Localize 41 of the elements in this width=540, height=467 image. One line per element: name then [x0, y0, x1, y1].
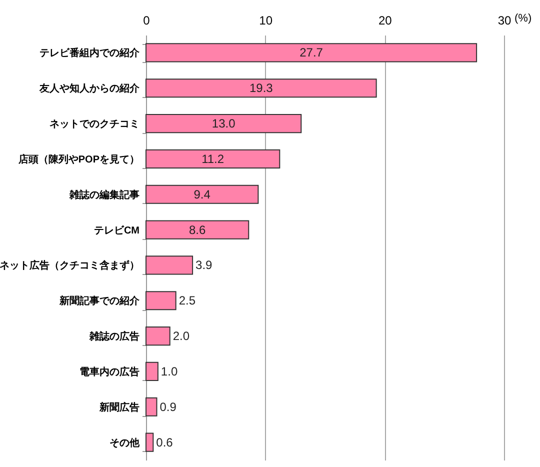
data-label: 0.9 — [160, 400, 177, 414]
x-tick-label: 30 — [498, 14, 512, 28]
bar — [146, 256, 194, 275]
y-tick-label: 店頭（陳列やPOPを見て） — [17, 153, 140, 166]
data-label: 27.7 — [300, 46, 324, 60]
x-tick-label: 0 — [143, 14, 150, 28]
bar — [146, 326, 170, 346]
x-tick-label: 10 — [259, 14, 273, 28]
bar — [146, 149, 280, 168]
bar — [146, 184, 259, 204]
y-tick-label: テレビ番組内での紹介 — [40, 47, 140, 60]
data-label: 19.3 — [249, 81, 274, 96]
y-tick-label: テレビCM — [94, 224, 140, 236]
bar — [146, 432, 154, 452]
bar — [146, 362, 158, 381]
bar — [146, 220, 250, 240]
y-tick-label: 新聞広告 — [98, 401, 140, 414]
y-tick-label: 雑誌の編集記事 — [68, 188, 140, 201]
y-tick-label: その他 — [110, 436, 140, 449]
x-tick-label: 20 — [378, 14, 392, 28]
y-tick-label: 雑誌の広告 — [88, 330, 140, 343]
y-tick-label: 電車内の広告 — [80, 366, 140, 378]
data-label: 1.0 — [160, 364, 178, 378]
y-tick-label: 友人や知人からの紹介 — [38, 82, 140, 95]
data-label: 8.6 — [188, 222, 206, 237]
bar — [146, 43, 478, 62]
y-tick-label: ネットでのクチコミ — [50, 119, 140, 130]
data-label: 13.0 — [212, 116, 236, 131]
data-label: 11.2 — [202, 152, 224, 166]
y-tick-label: ネット広告（クチコミ含まず） — [0, 260, 140, 272]
bar — [146, 114, 302, 134]
bar — [146, 397, 158, 416]
bar — [146, 78, 377, 98]
data-label: 2.5 — [178, 294, 196, 308]
bar — [146, 291, 176, 310]
x-axis-title: (%) — [514, 12, 532, 24]
data-label: 3.9 — [196, 258, 213, 272]
data-label: 0.6 — [156, 435, 174, 450]
data-label: 2.0 — [172, 329, 190, 344]
y-tick-label: 新聞記事での紹介 — [58, 295, 140, 308]
data-label: 9.4 — [194, 187, 211, 202]
